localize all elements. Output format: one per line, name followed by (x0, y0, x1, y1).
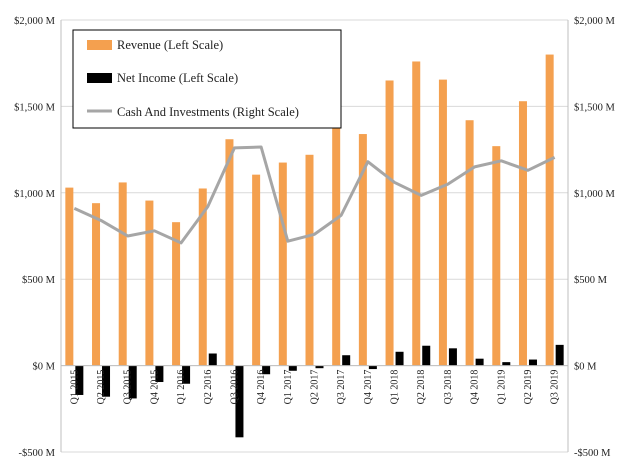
bar-net-income (208, 353, 217, 366)
bar-revenue (358, 134, 367, 366)
bar-net-income (422, 345, 431, 366)
left-tick-label: $1,500 M (14, 102, 56, 113)
bar-net-income (528, 359, 537, 366)
bar-revenue (198, 188, 207, 366)
right-tick-label: $1,000 M (574, 189, 616, 200)
bar-net-income (448, 348, 457, 366)
category-label: Q2 2016 (203, 370, 214, 405)
legend-box (72, 29, 342, 129)
bar-net-income (315, 365, 324, 369)
bar-net-income (235, 365, 244, 438)
category-labels: Q1 2015 Q2 2015 Q3 2015 Q4 2015 Q1 2016 Q2 20… (69, 370, 560, 405)
bar-revenue (545, 54, 554, 366)
bar-net-income (182, 365, 191, 384)
bar-net-income (102, 365, 111, 397)
right-tick-label: $500 M (574, 275, 608, 286)
bar-net-income (342, 355, 351, 366)
bar-revenue (438, 79, 447, 366)
bar-net-income (555, 344, 564, 366)
category-label: Q4 2017 (363, 370, 374, 405)
bar-net-income (288, 365, 297, 371)
left-tick-label: $1,000 M (14, 189, 56, 200)
category-label: Q1 2019 (496, 370, 507, 405)
bar-revenue (278, 162, 287, 366)
bar-net-income (395, 351, 404, 366)
left-axis-ticks: -$500 M $0 M $500 M $1,000 M $1,500 M $2,000 … (14, 16, 56, 459)
bar-net-income (128, 365, 137, 399)
category-label: Q3 2015 (123, 370, 134, 405)
legend-label-revenue: Revenue (Left Scale) (117, 38, 223, 52)
category-label: Q2 2017 (310, 370, 321, 405)
right-tick-label: $1,500 M (574, 102, 616, 113)
left-tick-label: $0 M (33, 362, 56, 373)
right-tick-label: $0 M (574, 362, 597, 373)
bar-net-income (155, 365, 164, 383)
bar-revenue (332, 92, 341, 366)
bar-net-income (502, 362, 511, 366)
category-label: Q1 2017 (283, 370, 294, 405)
category-label: Q3 2018 (443, 370, 454, 405)
left-tick-label: $2,000 M (14, 16, 56, 27)
legend-swatch-revenue (87, 40, 112, 50)
line-series (73, 145, 556, 245)
category-label: Q4 2015 (149, 370, 160, 405)
category-label: Q1 2018 (390, 370, 401, 405)
right-axis-ticks: -$500 M $0 M $500 M $1,000 M $1,500 M $2,000 … (574, 16, 616, 459)
bar-revenue (518, 101, 527, 366)
bar-revenue (385, 80, 394, 366)
left-tick-label: -$500 M (19, 448, 56, 459)
bar-revenue (145, 200, 154, 366)
bar-revenue (412, 61, 421, 366)
bar-revenue (172, 222, 181, 366)
category-label: Q1 2015 (69, 370, 80, 405)
bar-revenue (492, 146, 501, 366)
category-label: Q2 2018 (416, 370, 427, 405)
bar-revenue (65, 187, 74, 366)
legend-label-net-income: Net Income (Left Scale) (117, 71, 238, 85)
bar-revenue (252, 174, 261, 366)
bar-net-income (475, 358, 484, 366)
bar-net-income (368, 365, 377, 370)
category-label: Q3 2017 (336, 370, 347, 405)
category-label: Q2 2019 (523, 370, 534, 405)
category-label: Q4 2018 (470, 370, 481, 405)
right-tick-label: $2,000 M (574, 16, 616, 27)
legend-label-cash: Cash And Investments (Right Scale) (117, 105, 299, 119)
legend: Revenue (Left Scale) Net Income (Left Sc… (72, 29, 342, 129)
bar-revenue (92, 203, 101, 366)
bars (65, 54, 564, 438)
bar-revenue (225, 139, 234, 366)
category-label: Q4 2016 (256, 370, 267, 405)
bar-revenue (305, 154, 314, 366)
right-tick-label: -$500 M (574, 448, 611, 459)
left-tick-label: $500 M (22, 275, 56, 286)
category-label: Q2 2015 (96, 370, 107, 405)
category-label: Q1 2016 (176, 370, 187, 405)
bar-net-income (75, 365, 84, 395)
category-label: Q3 2016 (229, 370, 240, 405)
bar-revenue (118, 182, 127, 366)
axes (60, 20, 569, 452)
legend-swatch-net-income (87, 73, 112, 83)
category-label: Q3 2019 (550, 370, 561, 405)
bar-revenue (465, 120, 474, 366)
line-cash-and-investments (73, 145, 556, 245)
bar-net-income (262, 365, 271, 375)
